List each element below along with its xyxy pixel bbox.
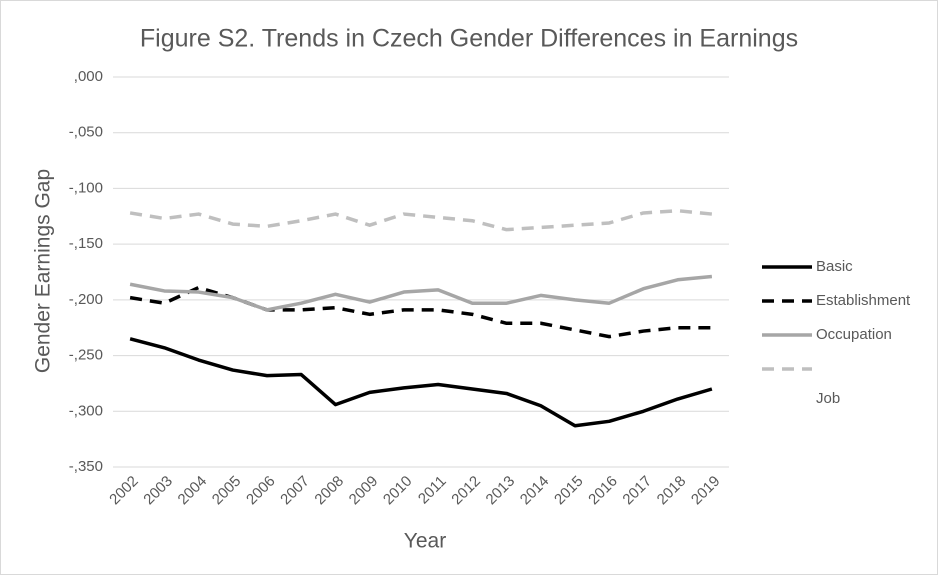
legend-label: Basic — [816, 258, 853, 275]
y-axis-label: Gender Earnings Gap — [32, 169, 55, 373]
legend-label: Occupation — [816, 326, 892, 343]
series-line — [129, 274, 713, 312]
legend-label: Establishment — [816, 292, 911, 309]
x-axis-label: Year — [404, 530, 446, 553]
y-tick-label: ,000 — [74, 68, 103, 85]
series-line — [129, 337, 713, 428]
y-tick-label: -,050 — [69, 124, 103, 141]
legend-label: Job — [816, 390, 840, 407]
y-tick-label: -,100 — [69, 179, 103, 196]
chart-title: Figure S2. Trends in Czech Gender Differ… — [140, 25, 798, 53]
y-tick-label: -,200 — [69, 291, 103, 308]
y-tick-label: -,350 — [69, 458, 103, 475]
y-tick-label: -,250 — [69, 347, 103, 364]
y-tick-label: -,300 — [69, 402, 103, 419]
y-tick-label: -,150 — [69, 235, 103, 252]
